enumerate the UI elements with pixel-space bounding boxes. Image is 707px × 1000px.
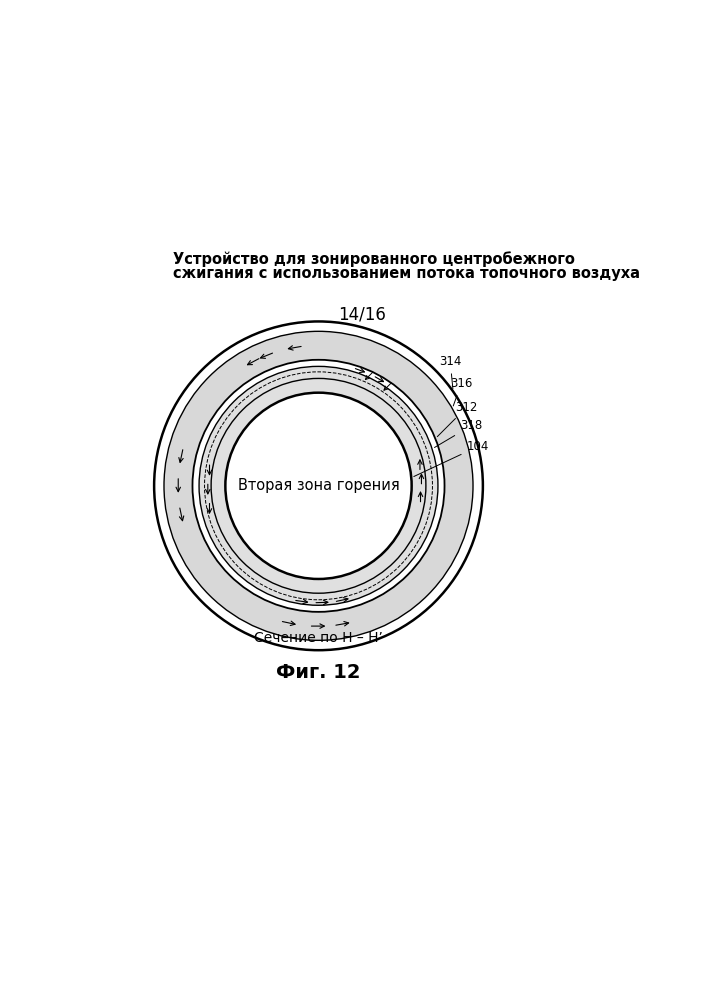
Text: Устройство для зонированного центробежного: Устройство для зонированного центробежно… (173, 252, 575, 267)
Text: сжигания с использованием потока топочного воздуха: сжигания с использованием потока топочно… (173, 266, 641, 281)
Circle shape (199, 366, 438, 605)
Text: Вторая зона горения: Вторая зона горения (238, 478, 399, 493)
Text: 314: 314 (439, 355, 462, 389)
Circle shape (192, 360, 445, 612)
Circle shape (226, 393, 411, 579)
Text: 312: 312 (438, 401, 478, 437)
Text: Фиг. 12: Фиг. 12 (276, 663, 361, 682)
Circle shape (164, 331, 473, 640)
Text: Сечение по Н – Н’: Сечение по Н – Н’ (254, 631, 383, 645)
Text: 316: 316 (450, 377, 472, 406)
Text: 318: 318 (435, 419, 482, 447)
Text: 104: 104 (414, 440, 489, 477)
Text: 14/16: 14/16 (339, 305, 386, 323)
